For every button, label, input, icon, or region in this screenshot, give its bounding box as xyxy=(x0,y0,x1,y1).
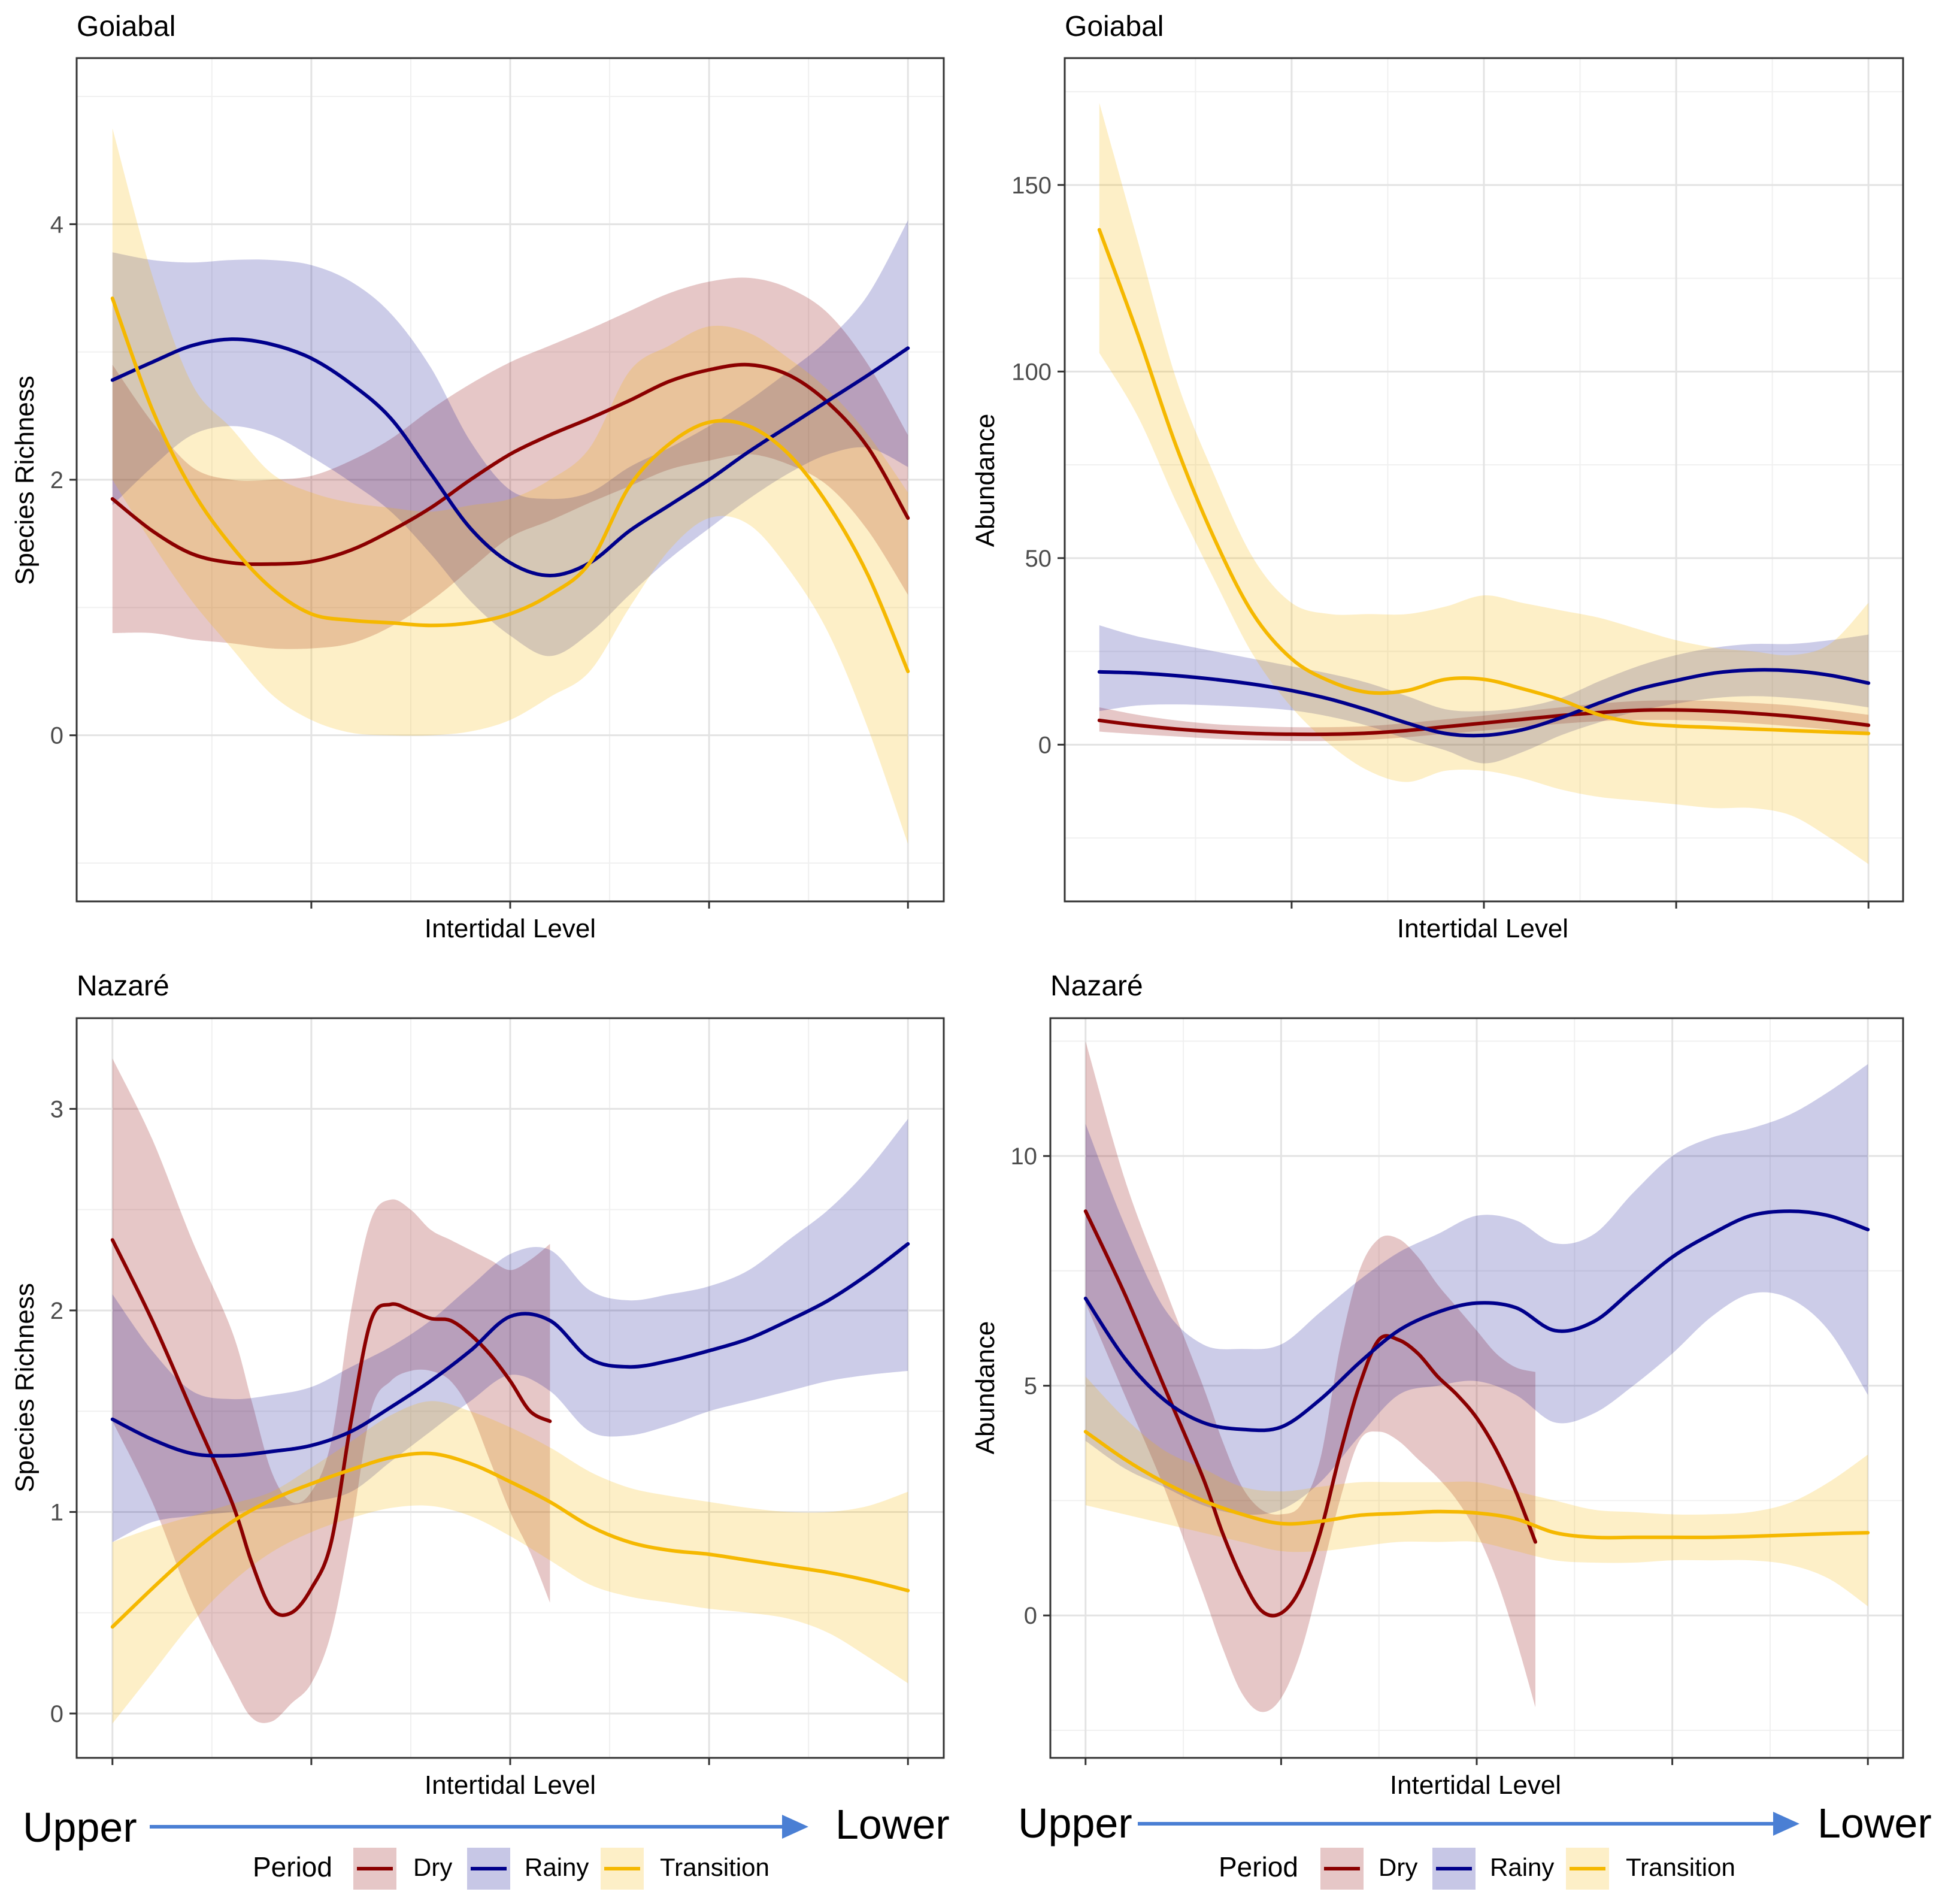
axes: 0 5 10 xyxy=(1011,1017,1904,1765)
panel-title: Goiabal xyxy=(77,11,175,43)
panel-goiabal-richness: Goiabal 0 2 4 Intertidal Level Species Ric… xyxy=(10,11,945,943)
legend-item-transition: Transition xyxy=(1566,1848,1735,1890)
line-rainy xyxy=(1097,668,1871,738)
y-axis-label: Species Richness xyxy=(10,1283,40,1493)
x-axis-label: Intertidal Level xyxy=(1397,914,1568,943)
grid xyxy=(77,1018,944,1758)
y-axis-label: Species Richness xyxy=(10,376,40,585)
legend-right: Period Dry Rainy Transition xyxy=(1219,1848,1735,1890)
line-transition xyxy=(1097,228,1871,735)
axes: 0 50 100 150 xyxy=(1011,57,1904,909)
panel-goiabal-abundance: Goiabal 0 50 100 150 Intertidal Level Abund… xyxy=(971,11,1904,943)
legend-label-rainy: Rainy xyxy=(525,1853,589,1881)
line-rainy xyxy=(110,1242,910,1458)
legend-item-transition: Transition xyxy=(601,1848,769,1890)
panel-title: Nazaré xyxy=(1050,970,1143,1002)
line-dry xyxy=(1097,708,1871,737)
legend-label-dry: Dry xyxy=(1379,1853,1417,1881)
upper-label: Upper xyxy=(1018,1800,1132,1847)
upper-label: Upper xyxy=(23,1804,137,1851)
series-lines xyxy=(110,296,910,673)
y-tick-label: 100 xyxy=(1011,359,1052,385)
grid xyxy=(1065,58,1903,901)
confidence-bands xyxy=(1085,1041,1868,1712)
band-rainy xyxy=(1099,625,1869,764)
legend-label-dry: Dry xyxy=(413,1853,452,1881)
panel-nazare-richness: Nazaré 0 1 2 3 Intertidal Level Species Ric… xyxy=(10,970,945,1800)
y-tick-label: 5 xyxy=(1024,1373,1037,1400)
band-rainy xyxy=(1085,1064,1868,1515)
lower-label: Lower xyxy=(835,1801,950,1848)
y-tick-label: 0 xyxy=(50,1701,63,1727)
panel-title: Nazaré xyxy=(77,970,169,1002)
grid xyxy=(1050,1018,1903,1758)
legend-item-rainy: Rainy xyxy=(467,1848,589,1890)
series-lines xyxy=(110,1238,910,1629)
y-tick-label: 150 xyxy=(1011,172,1052,199)
direction-arrowhead-icon xyxy=(782,1815,808,1839)
legend-title: Period xyxy=(1219,1851,1298,1882)
legend-item-dry: Dry xyxy=(1320,1848,1417,1890)
legend-label-transition: Transition xyxy=(660,1853,769,1881)
direction-arrowhead-icon xyxy=(1773,1812,1799,1836)
axes: 0 1 2 3 xyxy=(50,1017,945,1765)
axes: 0 2 4 xyxy=(50,57,945,909)
band-rainy xyxy=(112,1119,908,1542)
lower-label: Lower xyxy=(1817,1800,1932,1847)
line-transition xyxy=(110,1451,910,1629)
direction-indicator-right: Upper Lower xyxy=(1018,1800,1932,1847)
line-transition xyxy=(1083,1430,1870,1540)
legend-title: Period xyxy=(253,1851,332,1882)
band-transition xyxy=(112,128,908,844)
legend-left: Period Dry Rainy Transition xyxy=(253,1848,769,1890)
x-axis-label: Intertidal Level xyxy=(425,1770,596,1800)
band-transition xyxy=(1085,1376,1868,1606)
y-tick-label: 0 xyxy=(50,723,63,749)
line-dry xyxy=(110,1238,552,1617)
x-axis-label: Intertidal Level xyxy=(1390,1770,1561,1800)
direction-indicator-left: Upper Lower xyxy=(23,1801,950,1851)
band-transition xyxy=(112,1401,908,1724)
y-axis-label: Abundance xyxy=(971,1321,1000,1455)
y-tick-label: 4 xyxy=(50,211,63,238)
legend-item-rainy: Rainy xyxy=(1432,1848,1554,1890)
band-dry xyxy=(1085,1041,1535,1712)
grid xyxy=(77,58,944,901)
legend-label-rainy: Rainy xyxy=(1490,1853,1554,1881)
panel-nazare-abundance: Nazaré 0 5 10 Intertidal Level Abundance xyxy=(971,970,1904,1800)
band-rainy xyxy=(112,220,908,656)
line-rainy xyxy=(1083,1209,1870,1433)
confidence-bands xyxy=(112,1058,908,1724)
y-tick-label: 3 xyxy=(50,1096,63,1122)
band-transition xyxy=(1099,102,1869,864)
series-lines xyxy=(1083,1209,1870,1618)
y-tick-label: 10 xyxy=(1011,1143,1038,1170)
series-lines xyxy=(1097,228,1871,738)
y-tick-label: 1 xyxy=(50,1499,63,1525)
legend-item-dry: Dry xyxy=(353,1848,452,1890)
x-axis-label: Intertidal Level xyxy=(425,914,596,943)
band-dry xyxy=(112,1058,550,1723)
panel-title: Goiabal xyxy=(1065,11,1164,43)
y-tick-label: 0 xyxy=(1024,1603,1037,1629)
y-axis-label: Abundance xyxy=(971,414,1000,547)
line-transition xyxy=(110,296,910,673)
y-tick-label: 0 xyxy=(1038,732,1052,758)
y-tick-label: 50 xyxy=(1025,546,1052,572)
y-tick-label: 2 xyxy=(50,467,63,494)
line-dry xyxy=(1083,1209,1537,1618)
legend-label-transition: Transition xyxy=(1626,1853,1735,1881)
y-tick-label: 2 xyxy=(50,1298,63,1324)
